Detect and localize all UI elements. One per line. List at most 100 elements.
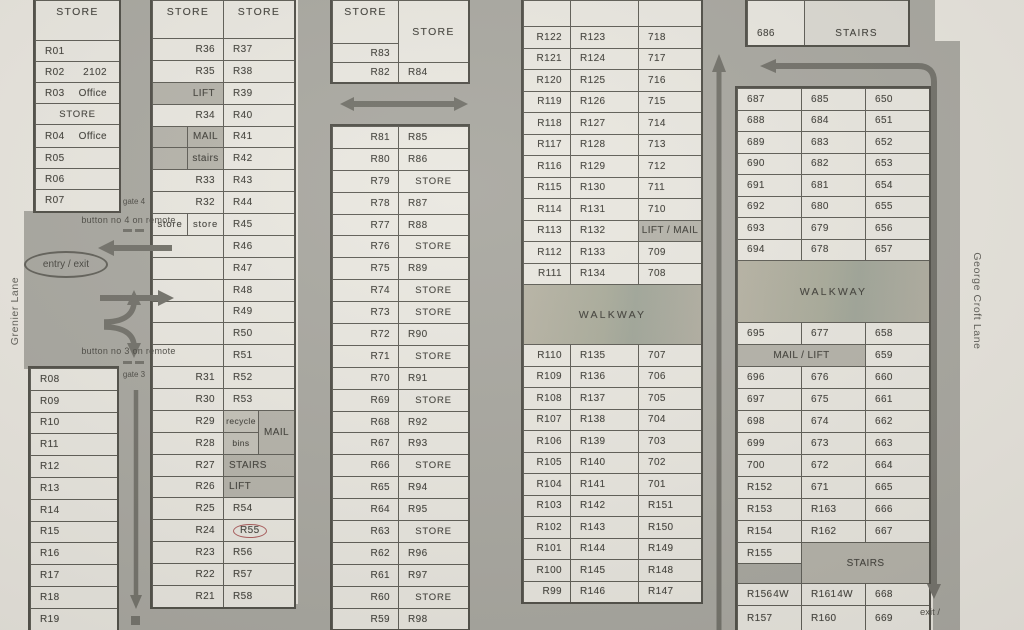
highlight-circle: R55 bbox=[233, 523, 267, 538]
cell-mail: MAIL bbox=[187, 125, 223, 148]
cell-671: 671 bbox=[801, 476, 865, 498]
cell-710: 710 bbox=[638, 198, 701, 220]
cell-698: 698 bbox=[737, 410, 801, 432]
cell-r93: R93 bbox=[398, 432, 468, 455]
cell-r09: R09 bbox=[30, 389, 117, 412]
cell-r134: R134 bbox=[570, 262, 638, 284]
cell-empty bbox=[152, 147, 187, 170]
cell-r99: R99 bbox=[523, 580, 570, 602]
block-row3: R81 R85 R80 R86 R79 STORE R78 R87 R77 R88 R76 STORE… bbox=[330, 124, 470, 630]
cell-r94: R94 bbox=[398, 476, 468, 499]
gate3-label: gate 3 bbox=[122, 370, 146, 379]
cell-r66: R66 bbox=[332, 454, 398, 477]
cell-r37: R37 bbox=[223, 38, 294, 60]
cell-r81: R81 bbox=[332, 126, 398, 148]
cell-bins: bins bbox=[223, 431, 258, 454]
cell-lift: LIFT bbox=[223, 475, 294, 498]
cell-r29: R29 bbox=[152, 409, 223, 432]
cell-r128: R128 bbox=[570, 133, 638, 155]
cell-r65: R65 bbox=[332, 476, 398, 499]
cell-685: 685 bbox=[801, 88, 865, 110]
cell-r74: R74 bbox=[332, 279, 398, 302]
cell-r150: R150 bbox=[638, 516, 701, 538]
cell-r07: R07 bbox=[35, 189, 119, 211]
cell-652: 652 bbox=[865, 131, 929, 153]
cell-empty bbox=[523, 0, 570, 26]
cell-r140: R140 bbox=[570, 451, 638, 473]
block-row3-store: STORE STORE R83 R82 R84 bbox=[330, 0, 470, 84]
cell-store: STORE bbox=[152, 0, 223, 38]
cell-665: 665 bbox=[865, 476, 929, 498]
cell-empty bbox=[152, 322, 223, 345]
cell-703: 703 bbox=[638, 430, 701, 452]
street-grenier-lane: Grenier Lane bbox=[9, 276, 21, 346]
cell-682: 682 bbox=[801, 152, 865, 174]
cell-r11: R11 bbox=[30, 433, 117, 456]
cell-r112: R112 bbox=[523, 241, 570, 263]
cell-r25: R25 bbox=[152, 497, 223, 520]
cell-r110: R110 bbox=[523, 344, 570, 366]
cell-store: STORE bbox=[398, 235, 468, 258]
cell-r135: R135 bbox=[570, 344, 638, 366]
cell-r137: R137 bbox=[570, 387, 638, 409]
cell-687: 687 bbox=[737, 88, 801, 110]
cell-store: STORE bbox=[35, 103, 119, 124]
cell-658: 658 bbox=[865, 322, 929, 344]
cell-r163: R163 bbox=[801, 498, 865, 520]
cell-r55: R55 bbox=[223, 519, 294, 542]
cell-662: 662 bbox=[865, 410, 929, 432]
cell-676: 676 bbox=[801, 366, 865, 388]
cell-r61: R61 bbox=[332, 563, 398, 586]
cell-r72: R72 bbox=[332, 323, 398, 345]
cell-664: 664 bbox=[865, 454, 929, 476]
cell-store: STORE bbox=[398, 0, 468, 62]
cell-r98: R98 bbox=[398, 607, 468, 630]
cell-r73: R73 bbox=[332, 301, 398, 324]
cell-empty bbox=[152, 256, 223, 279]
cell-r79: R79 bbox=[332, 169, 398, 192]
cell-r21: R21 bbox=[152, 584, 223, 607]
cell-r86: R86 bbox=[398, 147, 468, 170]
cell-r121: R121 bbox=[523, 47, 570, 69]
street-george-croft-lane: George Croft Lane bbox=[971, 252, 983, 350]
cell-lift-mail: LIFT / MAIL bbox=[638, 219, 701, 241]
cell-lift: LIFT bbox=[152, 81, 223, 104]
cell-r132: R132 bbox=[570, 219, 638, 241]
cell-r48: R48 bbox=[223, 278, 294, 301]
cell-r78: R78 bbox=[332, 191, 398, 214]
cell-r56: R56 bbox=[223, 541, 294, 563]
cell-696: 696 bbox=[737, 366, 801, 388]
cell-r119: R119 bbox=[523, 90, 570, 112]
cell-store: STORE bbox=[398, 585, 468, 608]
cell-661: 661 bbox=[865, 388, 929, 410]
cell-654: 654 bbox=[865, 174, 929, 196]
cell-store: STORE bbox=[35, 0, 119, 40]
cell-717: 717 bbox=[638, 47, 701, 69]
cell-r111: R111 bbox=[523, 262, 570, 284]
cell-r39: R39 bbox=[223, 81, 294, 104]
cell-r05: R05 bbox=[35, 147, 119, 168]
cell-r125: R125 bbox=[570, 69, 638, 91]
cell-store: store bbox=[187, 213, 223, 235]
cell-r97: R97 bbox=[398, 563, 468, 586]
cell-r83: R83 bbox=[332, 43, 398, 62]
cell-empty bbox=[638, 0, 701, 26]
cell-r100: R100 bbox=[523, 559, 570, 581]
cell-r43: R43 bbox=[223, 169, 294, 192]
cell-stairs: stairs bbox=[187, 147, 223, 170]
cell-r130: R130 bbox=[570, 176, 638, 198]
cell-r80: R80 bbox=[332, 147, 398, 170]
cell-702: 702 bbox=[638, 451, 701, 473]
cell-r62: R62 bbox=[332, 541, 398, 564]
cell-r30: R30 bbox=[152, 388, 223, 410]
cell-686: 686 bbox=[747, 0, 804, 45]
cell-empty bbox=[152, 234, 223, 257]
cell-r12: R12 bbox=[30, 455, 117, 477]
cell-r88: R88 bbox=[398, 213, 468, 236]
cell-692: 692 bbox=[737, 195, 801, 217]
cell-713: 713 bbox=[638, 133, 701, 155]
driveway-entry-band bbox=[24, 211, 118, 369]
block-row4: R122 R123 718 R121 R124 717 R120 R125 716 R119 R12… bbox=[521, 0, 703, 604]
cell-r01: R01 bbox=[35, 40, 119, 61]
cell-650: 650 bbox=[865, 88, 929, 110]
